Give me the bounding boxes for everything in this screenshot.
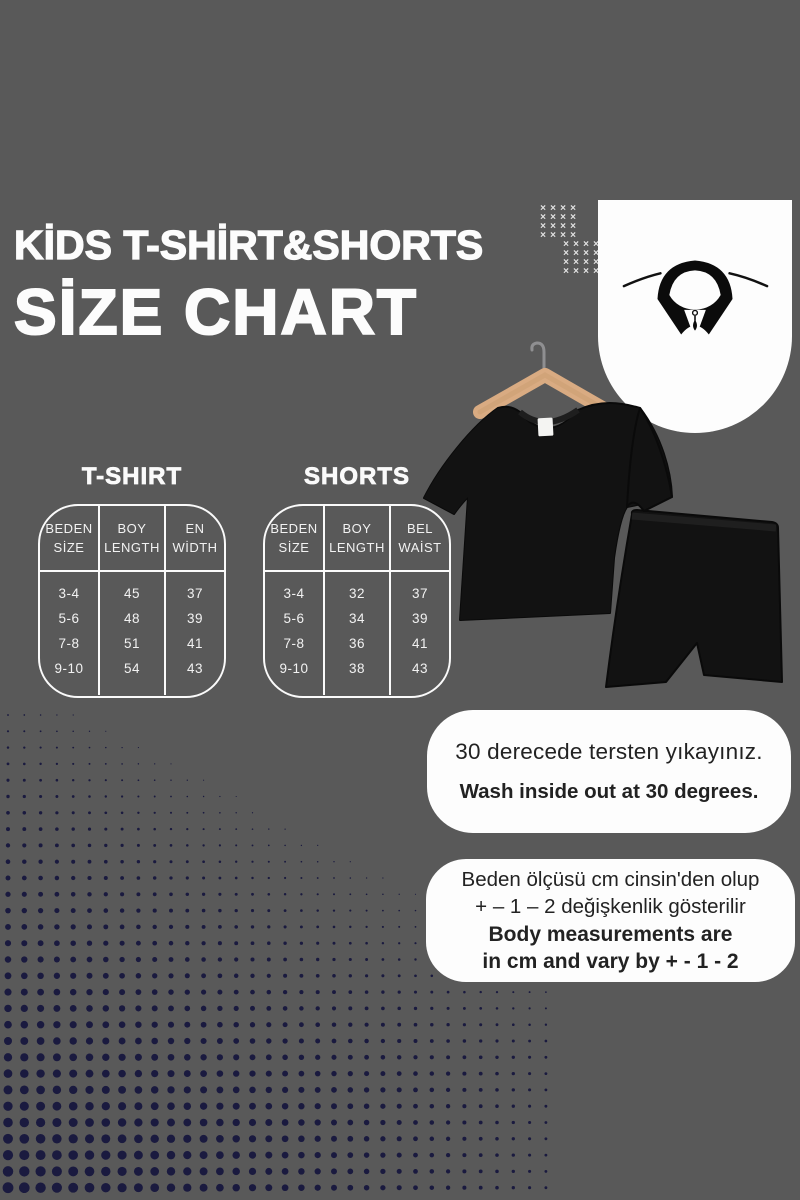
sparkle-dots-pattern: × × × × × × × × × × × × × × × × — [540, 203, 576, 241]
length-cell: 48 — [123, 611, 141, 626]
length-cell: 45 — [123, 586, 141, 601]
clothes-hanger-icon — [473, 341, 618, 420]
size-cell: 7-8 — [283, 636, 305, 651]
width-cell: 41 — [186, 636, 204, 651]
size-cell: 9-10 — [54, 661, 84, 676]
tshirt-table-body: 3-4 5-6 7-8 9-10 45 48 51 54 37 39 41 43 — [40, 572, 224, 695]
tshirt-table-title: T-SHIRT — [81, 463, 183, 491]
waist-cell: 43 — [411, 661, 429, 676]
length-cell: 34 — [348, 611, 366, 626]
size-column: 3-4 5-6 7-8 9-10 — [265, 572, 325, 695]
width-cell: 37 — [186, 586, 204, 601]
shirt-collar-icon — [622, 260, 769, 340]
measurement-tolerance-note: Beden ölçüsü cm cinsin'den olup + – 1 – … — [426, 859, 795, 982]
shorts-table-title: SHORTS — [303, 463, 410, 491]
poster-header: KİDS T-SHİRT&SHORTS SİZE CHART — [13, 221, 484, 349]
wash-note-english: Wash inside out at 30 degrees. — [459, 780, 759, 803]
shorts-table-body: 3-4 5-6 7-8 9-10 32 34 36 38 37 39 41 43 — [265, 572, 449, 695]
tshirt-table-header-row: BEDEN SİZE BOY LENGTH EN WİDTH — [40, 506, 224, 572]
size-cell: 3-4 — [283, 586, 305, 601]
measure-note-english-1: Body measurements are — [488, 922, 733, 946]
length-column: 32 34 36 38 — [325, 572, 391, 695]
length-column: 45 48 51 54 — [100, 572, 166, 695]
column-header: BEL WAİST — [391, 506, 449, 572]
width-cell: 39 — [186, 611, 204, 626]
length-cell: 54 — [123, 661, 141, 676]
waist-cell: 37 — [411, 586, 429, 601]
poster-title: KİDS T-SHİRT&SHORTS — [13, 221, 484, 268]
width-column: 37 39 41 43 — [166, 572, 224, 695]
tshirt-garment — [423, 402, 673, 621]
shorts-garment — [605, 509, 783, 688]
measure-note-turkish-1: Beden ölçüsü cm cinsin'den olup — [461, 867, 760, 891]
width-cell: 43 — [186, 661, 204, 676]
poster-subtitle: SİZE CHART — [13, 275, 418, 349]
column-header: BEDEN SİZE — [40, 506, 100, 572]
column-header: EN WİDTH — [166, 506, 224, 572]
column-header: BOY LENGTH — [325, 506, 391, 572]
tshirt-size-table: BEDEN SİZE BOY LENGTH EN WİDTH 3-4 5-6 7… — [38, 504, 226, 698]
size-cell: 5-6 — [283, 611, 305, 626]
measure-note-turkish-2: + – 1 – 2 değişkenlik gösterilir — [475, 895, 746, 918]
shorts-size-table: BEDEN SİZE BOY LENGTH BEL WAİST 3-4 5-6 … — [263, 504, 451, 698]
wash-instructions-note: 30 derecede tersten yıkayınız. Wash insi… — [427, 710, 791, 833]
wash-note-turkish: 30 derecede tersten yıkayınız. — [455, 739, 763, 764]
size-cell: 3-4 — [58, 586, 80, 601]
product-photo — [423, 341, 783, 688]
waist-cell: 39 — [411, 611, 429, 626]
size-column: 3-4 5-6 7-8 9-10 — [40, 572, 100, 695]
size-cell: 5-6 — [58, 611, 80, 626]
length-cell: 32 — [348, 586, 366, 601]
sparkle-dots-pattern: × × × × × × × × × × × × × × × × — [563, 239, 599, 277]
size-cell: 9-10 — [279, 661, 309, 676]
length-cell: 36 — [348, 636, 366, 651]
length-cell: 38 — [348, 661, 366, 676]
column-header: BOY LENGTH — [100, 506, 166, 572]
shorts-table-header-row: BEDEN SİZE BOY LENGTH BEL WAİST — [265, 506, 449, 572]
column-header: BEDEN SİZE — [265, 506, 325, 572]
waist-cell: 41 — [411, 636, 429, 651]
size-cell: 7-8 — [58, 636, 80, 651]
collar-badge-panel — [598, 200, 792, 433]
length-cell: 51 — [123, 636, 141, 651]
measure-note-english-2: in cm and vary by + - 1 - 2 — [482, 950, 739, 973]
halftone-dot-pattern — [2, 714, 548, 1194]
waist-column: 37 39 41 43 — [391, 572, 449, 695]
